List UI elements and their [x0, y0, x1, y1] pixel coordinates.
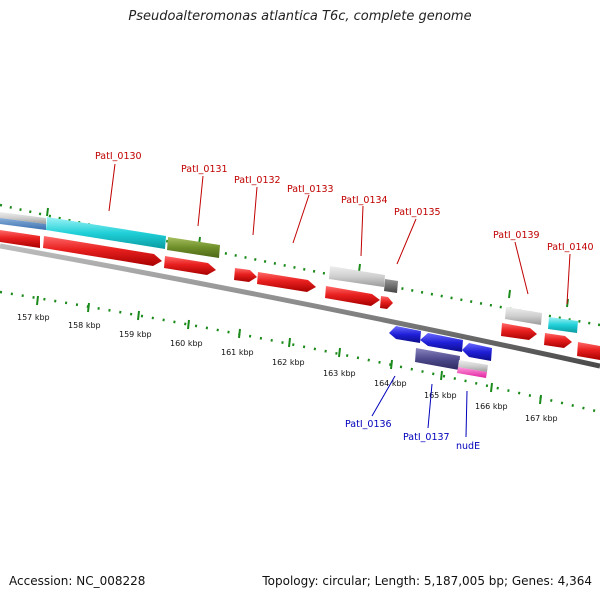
scale-label: 163 kbp [323, 369, 356, 378]
gene-arrow [420, 333, 463, 352]
cog-features [0, 212, 578, 333]
accession-text: Accession: NC_008228 [9, 574, 146, 588]
scale-label: 159 kbp [119, 330, 152, 339]
gene-arrow [577, 342, 600, 360]
gene-arrow [544, 333, 572, 348]
scale-label: 167 kbp [525, 414, 558, 423]
gene-feature [46, 217, 166, 249]
gene-feature [458, 360, 488, 372]
gene-feature [329, 266, 385, 287]
scale-label: 158 kbp [68, 321, 101, 330]
gene-label-patl-0135: PatI_0135 [394, 207, 441, 218]
reverse-leaders [371, 375, 468, 438]
gene-label-patl-0136: PatI_0136 [345, 419, 392, 430]
gene-label-patl-0133: PatI_0133 [287, 184, 334, 195]
gene-arrow [501, 323, 537, 340]
gene-arrow [462, 343, 492, 361]
gene-feature [505, 307, 542, 325]
gene-label-patl-0139: PatI_0139 [493, 230, 540, 241]
scale-label: 166 kbp [475, 402, 508, 411]
gene-arrow [389, 326, 421, 343]
scale-label: 162 kbp [272, 358, 305, 367]
map-title: Pseudoalteromonas atlantica T6c, complet… [128, 9, 472, 24]
gene-feature [0, 212, 46, 224]
gene-label-patl-0130: PatI_0130 [95, 151, 142, 162]
forward-gene-labels: PatI_0130 PatI_0131 PatI_0132 PatI_0133 … [95, 151, 594, 253]
scale-label: 160 kbp [170, 339, 203, 348]
gene-label-nude: nudE [456, 441, 480, 452]
scale-label: 165 kbp [424, 391, 457, 400]
gene-arrow [43, 236, 162, 266]
gene-arrow [380, 296, 393, 309]
gene-arrow [234, 268, 257, 282]
forward-leaders [108, 163, 571, 305]
scale-label: 161 kbp [221, 348, 254, 357]
gene-arrow [257, 272, 316, 292]
gene-feature [457, 367, 487, 378]
gene-feature [415, 348, 460, 370]
reverse-genes [389, 326, 492, 378]
genome-summary-text: Topology: circular; Length: 5,187,005 bp… [262, 574, 592, 588]
gene-arrow [325, 286, 380, 306]
gene-label-patl-0134: PatI_0134 [341, 195, 388, 206]
forward-genes [0, 230, 600, 360]
genome-backbone [0, 243, 600, 369]
gene-label-patl-0131: PatI_0131 [181, 164, 228, 175]
gene-feature [384, 279, 398, 293]
gene-label-patl-0132: PatI_0132 [234, 175, 281, 186]
reverse-gene-labels: PatI_0136 PatI_0137 nudE [345, 419, 480, 452]
gene-arrow [0, 230, 40, 248]
gene-feature [0, 218, 46, 230]
gene-feature [167, 237, 220, 258]
inner-major-ticks [36, 295, 542, 405]
scale-label: 157 kbp [17, 313, 50, 322]
gene-label-patl-0137: PatI_0137 [403, 432, 450, 443]
gene-arrow [164, 256, 216, 275]
gene-feature [548, 317, 578, 333]
gene-label-patl-0140: PatI_0140 [547, 242, 594, 253]
